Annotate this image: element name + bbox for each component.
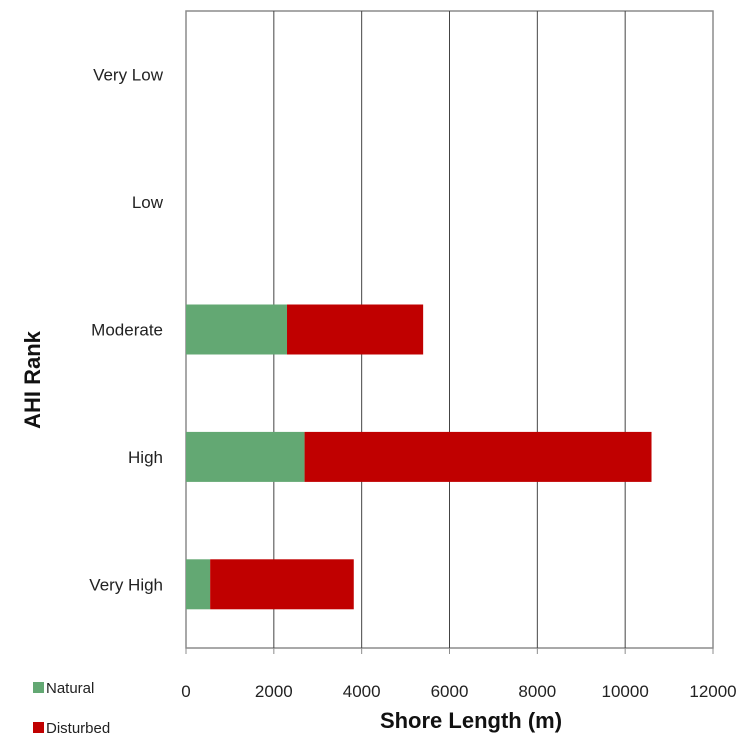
legend-label-natural: Natural: [46, 680, 94, 697]
bars: [186, 304, 652, 610]
category-label-high: High: [128, 448, 163, 467]
legend-swatch-disturbed: [33, 722, 44, 733]
x-tick-label-0: 0: [181, 682, 190, 701]
category-label-very-high: Very High: [89, 575, 163, 594]
bar-natural-very-high: [186, 559, 211, 610]
x-tick-label-4000: 4000: [343, 682, 381, 701]
x-tick-label-10000: 10000: [602, 682, 649, 701]
bar-disturbed-high: [304, 431, 652, 482]
x-tick-labels: 0 2000 4000 6000 8000 10000 12000: [181, 682, 736, 701]
bar-natural-high: [186, 431, 305, 482]
x-axis-title: Shore Length (m): [380, 708, 562, 733]
legend-label-disturbed: Disturbed: [46, 720, 110, 737]
bar-natural-moderate: [186, 304, 288, 355]
category-label-low: Low: [132, 193, 164, 212]
category-label-moderate: Moderate: [91, 321, 163, 340]
x-tick-label-2000: 2000: [255, 682, 293, 701]
y-axis-title: AHI Rank: [20, 330, 45, 429]
gridlines: [185, 11, 714, 654]
legend-swatch-natural: [33, 682, 44, 693]
bar-disturbed-very-high: [210, 559, 354, 610]
legend: Natural Disturbed: [33, 680, 110, 737]
category-labels: Very Low Low Moderate High Very High: [89, 66, 163, 595]
x-tick-label-8000: 8000: [518, 682, 556, 701]
x-tick-label-6000: 6000: [431, 682, 469, 701]
bar-disturbed-moderate: [287, 304, 424, 355]
x-tick-label-12000: 12000: [689, 682, 736, 701]
category-label-very-low: Very Low: [93, 66, 164, 85]
